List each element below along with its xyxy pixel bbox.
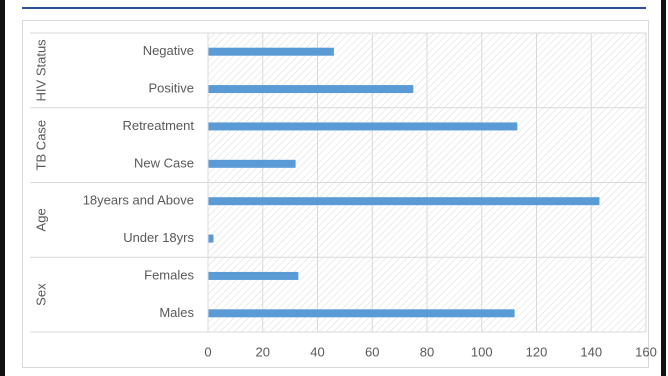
bar [208, 271, 299, 280]
bar [208, 85, 414, 94]
x-tick-label: 160 [635, 344, 657, 359]
x-tick-label: 140 [580, 344, 602, 359]
y-tick-label: Negative [143, 43, 194, 58]
group-label: HIV Status [33, 39, 48, 102]
left-edge [0, 0, 5, 376]
bar [208, 309, 515, 318]
bar [208, 197, 600, 206]
y-tick-label: Females [144, 267, 194, 282]
group-label: TB Case [33, 120, 48, 171]
x-tick-label: 60 [365, 344, 379, 359]
bar [208, 122, 518, 131]
header-rule [22, 7, 646, 9]
bar [208, 47, 334, 56]
bar [208, 159, 296, 168]
x-tick-label: 100 [471, 344, 493, 359]
y-tick-label: Positive [148, 81, 194, 96]
bar [208, 234, 214, 243]
x-tick-label: 20 [256, 344, 270, 359]
right-edge [661, 0, 666, 376]
y-tick-label: Males [159, 305, 194, 320]
y-tick-label: New Case [134, 155, 194, 170]
y-tick-label: Retreatment [122, 118, 194, 133]
group-label: Age [33, 208, 48, 231]
x-tick-label: 40 [310, 344, 324, 359]
x-tick-label: 120 [526, 344, 548, 359]
group-label: Sex [33, 283, 48, 306]
y-tick-label: 18years and Above [83, 193, 194, 208]
x-tick-label: 80 [420, 344, 434, 359]
x-tick-label: 0 [204, 344, 211, 359]
y-tick-label: Under 18yrs [123, 230, 194, 245]
